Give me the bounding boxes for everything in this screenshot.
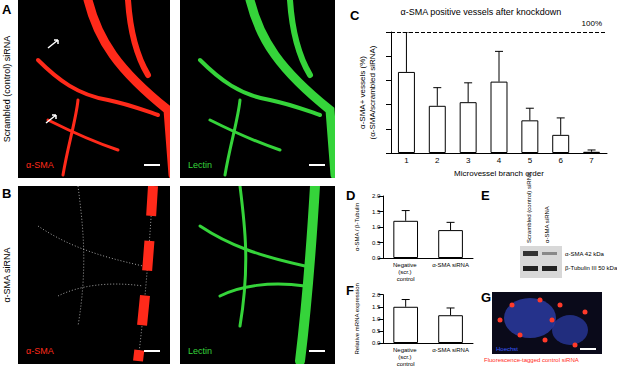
svg-text:α-SMA+ vessels (%): α-SMA+ vessels (%): [358, 56, 367, 129]
svg-text:α-SMA siRNA: α-SMA siRNA: [2, 247, 12, 302]
svg-text:α-SMA positive vessels after k: α-SMA positive vessels after knockdown: [401, 7, 562, 17]
svg-text:1.5: 1.5: [372, 209, 381, 215]
svg-text:β-Tubulin III 50 kDa: β-Tubulin III 50 kDa: [565, 265, 617, 271]
svg-text:3: 3: [466, 156, 471, 165]
svg-text:(α-SMA/scrambled siRNA): (α-SMA/scrambled siRNA): [368, 45, 377, 139]
svg-text:Negative: Negative: [393, 262, 418, 268]
svg-text:2.0: 2.0: [372, 193, 381, 199]
svg-text:α-SMA: α-SMA: [26, 160, 54, 170]
html-text:D: D: [346, 188, 356, 203]
html-text:F: F: [346, 283, 354, 298]
svg-text:α-SMA siRNA: α-SMA siRNA: [544, 206, 550, 243]
svg-text:α-SMA siRNA: α-SMA siRNA: [432, 262, 469, 268]
svg-text:α-SMA siRNA: α-SMA siRNA: [432, 347, 469, 353]
svg-text:Hoechst: Hoechst: [496, 346, 518, 352]
svg-text:1: 1: [404, 156, 409, 165]
svg-text:100%: 100%: [582, 19, 602, 28]
svg-text:Lectin: Lectin: [188, 346, 212, 356]
svg-text:0.5: 0.5: [372, 240, 381, 246]
svg-text:Scrambled (control) siRNA: Scrambled (control) siRNA: [526, 172, 532, 243]
html-text:C: C: [350, 8, 360, 23]
svg-text:Relative mRNA expression: Relative mRNA expression: [354, 283, 360, 354]
html-text:G: G: [481, 290, 492, 305]
svg-text:Lectin: Lectin: [188, 160, 212, 170]
svg-text:5: 5: [528, 156, 533, 165]
svg-text:(scr.): (scr.): [398, 354, 413, 360]
svg-text:2: 2: [435, 156, 440, 165]
svg-text:0.5: 0.5: [372, 328, 381, 334]
svg-text:4: 4: [497, 156, 502, 165]
svg-text:α-SMA / β-Tubulin: α-SMA / β-Tubulin: [354, 203, 360, 251]
svg-text:Negative: Negative: [393, 347, 418, 353]
html-text:E: E: [481, 188, 490, 203]
svg-text:1.0: 1.0: [372, 316, 381, 322]
svg-text:control: control: [397, 276, 415, 282]
svg-text:0.0: 0.0: [372, 255, 381, 261]
svg-text:1.0: 1.0: [372, 224, 381, 230]
html-text:A: A: [2, 2, 12, 17]
svg-text:Fluorescence-tagged control si: Fluorescence-tagged control siRNA: [484, 357, 579, 363]
svg-text:1.5: 1.5: [372, 304, 381, 310]
svg-text:α-SMA 42 kDa: α-SMA 42 kDa: [565, 251, 604, 257]
svg-text:2.0: 2.0: [372, 292, 381, 298]
svg-text:(scr.): (scr.): [398, 269, 413, 275]
svg-text:6: 6: [558, 156, 563, 165]
svg-text:control: control: [397, 361, 415, 367]
svg-text:Microvessel branch order: Microvessel branch order: [454, 169, 544, 178]
svg-text:7: 7: [589, 156, 594, 165]
svg-text:0.0: 0.0: [372, 340, 381, 346]
svg-text:α-SMA: α-SMA: [26, 346, 54, 356]
html-text:B: B: [2, 186, 12, 201]
svg-text:Scrambled (control) siRNA: Scrambled (control) siRNA: [2, 36, 12, 143]
